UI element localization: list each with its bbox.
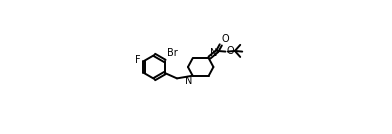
Text: F: F (135, 55, 141, 65)
Text: O: O (226, 46, 234, 56)
Text: O: O (221, 34, 229, 44)
Text: N: N (210, 48, 217, 58)
Text: Br: Br (167, 48, 177, 58)
Text: N: N (185, 76, 192, 86)
